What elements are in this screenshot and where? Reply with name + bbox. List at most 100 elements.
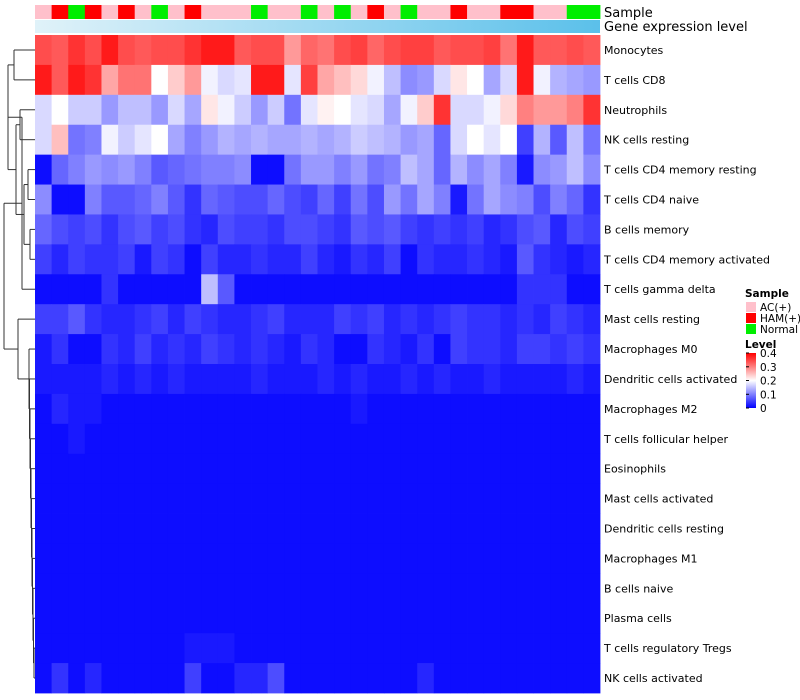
- heatmap-cell: [51, 573, 69, 604]
- heatmap-cell: [68, 334, 86, 365]
- heatmap-cell: [566, 663, 584, 694]
- heatmap-cell: [566, 364, 584, 395]
- level-tick-label: 0.4: [760, 348, 777, 360]
- legend-label-ham: HAM(+): [760, 313, 800, 325]
- heatmap-cell: [51, 274, 69, 305]
- heatmap-cell: [533, 543, 551, 574]
- heatmap-cell: [483, 214, 501, 245]
- heatmap-cell: [550, 94, 568, 126]
- heatmap-cell: [68, 64, 86, 96]
- heatmap-cell: [383, 35, 401, 66]
- heatmap-cell: [84, 274, 102, 305]
- heatmap-cell: [533, 633, 551, 664]
- heatmap-cell: [184, 633, 202, 664]
- row-label: Plasma cells: [604, 612, 672, 625]
- sample-cell: [184, 5, 202, 19]
- heatmap-cell: [450, 304, 468, 335]
- heatmap-cell: [400, 154, 418, 185]
- heatmap-cell: [118, 184, 136, 215]
- heatmap-cell: [118, 244, 136, 275]
- heatmap-cell: [400, 364, 418, 395]
- heatmap-cell: [101, 214, 119, 245]
- heatmap-cell: [450, 633, 468, 664]
- heatmap-cell: [433, 94, 451, 126]
- heatmap-cell: [184, 393, 202, 425]
- heatmap-cell: [118, 214, 136, 245]
- heatmap-cell: [300, 94, 318, 126]
- heatmap-cell: [350, 603, 368, 634]
- heatmap-cell: [500, 543, 518, 574]
- heatmap-cell: [450, 393, 468, 425]
- heatmap-cell: [68, 393, 86, 425]
- heatmap-cell: [400, 64, 418, 96]
- heatmap-cell: [68, 573, 86, 604]
- heatmap-cell: [483, 124, 501, 156]
- heatmap-cell: [317, 663, 335, 694]
- heatmap-cell: [450, 573, 468, 604]
- heatmap-cell: [267, 573, 285, 604]
- heatmap-cell: [400, 453, 418, 485]
- heatmap-cell: [134, 663, 152, 694]
- heatmap-cell: [217, 334, 235, 365]
- heatmap-cell: [533, 393, 551, 425]
- heatmap-cell: [134, 35, 152, 66]
- heatmap-cell: [151, 154, 169, 185]
- heatmap-cell: [51, 214, 69, 245]
- heatmap-cell: [118, 334, 136, 365]
- row-label: T cells follicular helper: [603, 433, 729, 446]
- heatmap-cell: [417, 184, 435, 215]
- heatmap-cell: [167, 663, 185, 694]
- heatmap-cell: [118, 483, 136, 514]
- heatmap-cell: [317, 154, 335, 185]
- heatmap-cell: [483, 35, 501, 66]
- heatmap-cell: [51, 453, 69, 485]
- heatmap-cell: [334, 573, 352, 604]
- heatmap-cell: [550, 304, 568, 335]
- heatmap-cell: [550, 184, 568, 215]
- heatmap-cell: [583, 304, 601, 335]
- heatmap-cell: [417, 154, 435, 185]
- heatmap-cell: [101, 603, 119, 634]
- heatmap-cell: [417, 364, 435, 395]
- heatmap-cell: [417, 423, 435, 455]
- sample-cell: [267, 5, 285, 19]
- heatmap-cell: [234, 274, 252, 305]
- heatmap-cell: [417, 633, 435, 664]
- heatmap-cell: [533, 154, 551, 185]
- heatmap-cell: [400, 214, 418, 245]
- heatmap-cell: [101, 663, 119, 694]
- heatmap-cell: [234, 393, 252, 425]
- heatmap-cell: [68, 184, 86, 215]
- heatmap-cell: [367, 573, 385, 604]
- heatmap-cell: [134, 573, 152, 604]
- heatmap-cell: [516, 453, 534, 485]
- heatmap-cell: [383, 274, 401, 305]
- heatmap-cell: [201, 573, 219, 604]
- heatmap-cell: [51, 35, 69, 66]
- heatmap-cell: [84, 393, 102, 425]
- heatmap-cell: [84, 513, 102, 544]
- heatmap-cell: [500, 513, 518, 544]
- heatmap-cell: [516, 274, 534, 305]
- heatmap-cell: [201, 214, 219, 245]
- heatmap-cell: [566, 483, 584, 514]
- heatmap-cell: [467, 35, 485, 66]
- heatmap-cell: [500, 393, 518, 425]
- sample-cell: [467, 5, 485, 19]
- heatmap-cell: [267, 364, 285, 395]
- heatmap-cell: [101, 483, 119, 514]
- heatmap-cell: [68, 483, 86, 514]
- heatmap-cell: [566, 214, 584, 245]
- heatmap-cell: [500, 184, 518, 215]
- heatmap-cell: [251, 603, 269, 634]
- heatmap-cell: [467, 334, 485, 365]
- heatmap-cell: [51, 244, 69, 275]
- heatmap-cell: [350, 214, 368, 245]
- heatmap-cell: [367, 513, 385, 544]
- legend-swatch-ac: [746, 302, 756, 312]
- heatmap-cell: [35, 35, 53, 66]
- heatmap-cell: [35, 483, 53, 514]
- heatmap-cell: [134, 214, 152, 245]
- heatmap-cell: [317, 633, 335, 664]
